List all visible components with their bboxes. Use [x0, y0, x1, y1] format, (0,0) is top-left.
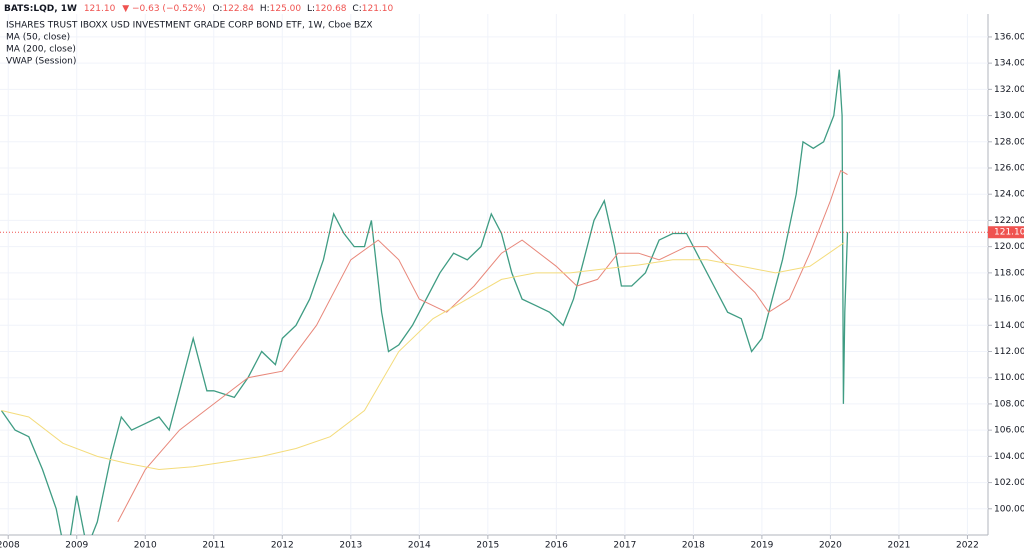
quote-val: 122.84	[222, 4, 254, 14]
y-tick-label: 104.00	[994, 452, 1024, 462]
x-tick-label: 2009	[65, 541, 88, 551]
y-tick-label: 120.00	[994, 242, 1024, 252]
last-price-label: 121.10	[994, 228, 1024, 238]
quote-val: 120.68	[315, 4, 347, 14]
quote-val: 125.00	[270, 4, 302, 14]
quote-key: L:	[307, 4, 315, 14]
y-tick-label: 118.00	[994, 268, 1024, 278]
x-tick-label: 2015	[476, 541, 499, 551]
x-tick-label: 2013	[339, 541, 362, 551]
x-tick-label: 2017	[613, 541, 636, 551]
y-tick-label: 100.00	[994, 504, 1024, 514]
y-tick-label: 126.00	[994, 164, 1024, 174]
header: BATS:LQD, 1W 121.10 ▼ −0.63 (−0.52%) O:1…	[4, 4, 394, 14]
indicator: VWAP (Session)	[6, 57, 76, 67]
x-tick-label: 2010	[134, 541, 157, 551]
y-tick-label: 124.00	[994, 190, 1024, 200]
axes: 100.00 102.00 104.00 106.00 108.00 110.00 112.…	[0, 32, 1024, 551]
x-tick-label: 2011	[202, 541, 225, 551]
y-tick-label: 128.00	[994, 137, 1024, 147]
quote-val: 121.10	[362, 4, 394, 14]
y-tick-label: 114.00	[994, 321, 1024, 331]
quote-key: O:	[212, 4, 222, 14]
y-tick-label: 102.00	[994, 478, 1024, 488]
y-tick-label: 132.00	[994, 85, 1024, 95]
y-tick-label: 116.00	[994, 295, 1024, 305]
x-tick-label: 2022	[956, 541, 979, 551]
y-tick-label: 136.00	[994, 32, 1024, 42]
series-line	[0, 69, 849, 535]
quote-key: C:	[352, 4, 361, 14]
x-tick-label: 2021	[887, 541, 910, 551]
y-tick-label: 112.00	[994, 347, 1024, 357]
series-line	[1, 242, 845, 471]
x-tick-label: 2014	[408, 541, 431, 551]
x-tick-label: 2018	[682, 541, 705, 551]
quote-key: H:	[260, 4, 270, 14]
y-tick-label: 130.00	[994, 111, 1024, 121]
x-tick-label: 2012	[271, 541, 294, 551]
x-tick-label: 2020	[819, 541, 842, 551]
last: 121.10	[84, 4, 116, 14]
series-line	[117, 169, 848, 523]
x-tick-label: 2016	[545, 541, 568, 551]
chart-title: ISHARES TRUST IBOXX USD INVESTMENT GRADE…	[6, 21, 373, 31]
indicator: MA (200, close)	[6, 45, 76, 55]
plot	[0, 69, 988, 535]
x-tick-label: 2019	[750, 541, 773, 551]
y-tick-label: 134.00	[994, 59, 1024, 69]
y-tick-label: 110.00	[994, 373, 1024, 383]
y-tick-label: 106.00	[994, 426, 1024, 436]
last-price-box	[988, 226, 1024, 239]
y-tick-label: 108.00	[994, 399, 1024, 409]
y-tick-label: 122.00	[994, 216, 1024, 226]
symbol: BATS:LQD, 1W	[4, 4, 77, 14]
change: ▼ −0.63 (−0.52%)	[122, 4, 205, 14]
indicator: MA (50, close)	[6, 33, 70, 43]
x-tick-label: 2008	[0, 541, 20, 551]
